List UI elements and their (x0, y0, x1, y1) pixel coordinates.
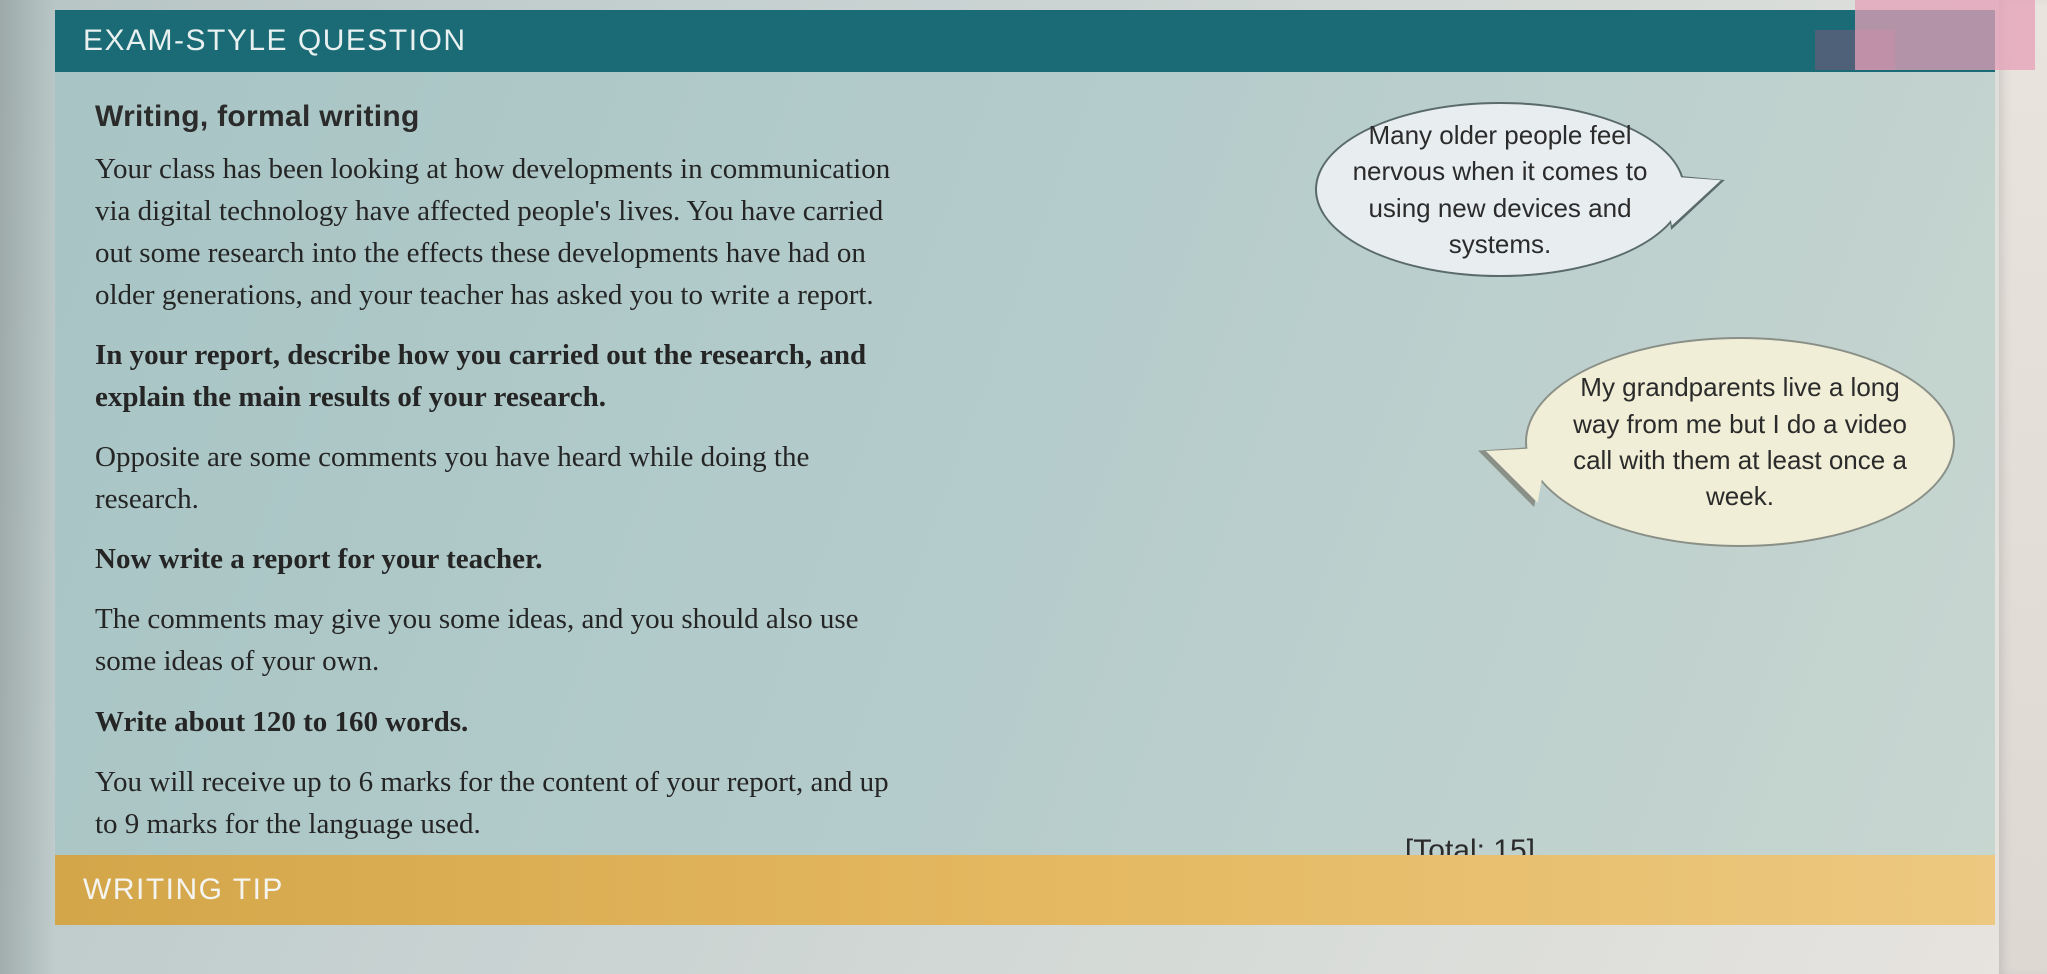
speech-bubble-1-tail (1665, 168, 1726, 225)
task-instruction: In your report, describe how you carried… (95, 334, 915, 418)
speech-bubble-2-tail (1479, 437, 1548, 503)
writing-tip-header: WRITING TIP (55, 855, 1995, 925)
question-text-column: Writing, formal writing Your class has b… (95, 100, 915, 845)
section-header: EXAM-STYLE QUESTION (55, 10, 1995, 72)
exam-question-panel: EXAM-STYLE QUESTION Writing, formal writ… (55, 10, 1995, 770)
word-count-line: Write about 120 to 160 words. (95, 701, 915, 743)
writing-tip-title: WRITING TIP (83, 873, 284, 906)
speech-bubble-1: Many older people feel nervous when it c… (1315, 102, 1685, 277)
opposite-comments-line: Opposite are some comments you have hear… (95, 436, 915, 520)
intro-paragraph: Your class has been looking at how devel… (95, 148, 915, 316)
speech-bubble-2: My grandparents live a long way from me … (1525, 337, 1955, 547)
question-subtitle: Writing, formal writing (95, 100, 915, 134)
sticky-tab-pink (1855, 0, 2035, 70)
now-write-line: Now write a report for your teacher. (95, 538, 915, 580)
page-margin-right (1999, 0, 2047, 974)
question-content: Writing, formal writing Your class has b… (55, 72, 1995, 923)
page-gutter-left (0, 0, 55, 974)
section-header-title: EXAM-STYLE QUESTION (83, 24, 467, 57)
speech-bubble-1-text: Many older people feel nervous when it c… (1352, 117, 1648, 263)
ideas-line: The comments may give you some ideas, an… (95, 598, 915, 682)
marks-line: You will receive up to 6 marks for the c… (95, 761, 915, 845)
speech-bubble-2-text: My grandparents live a long way from me … (1567, 369, 1913, 515)
